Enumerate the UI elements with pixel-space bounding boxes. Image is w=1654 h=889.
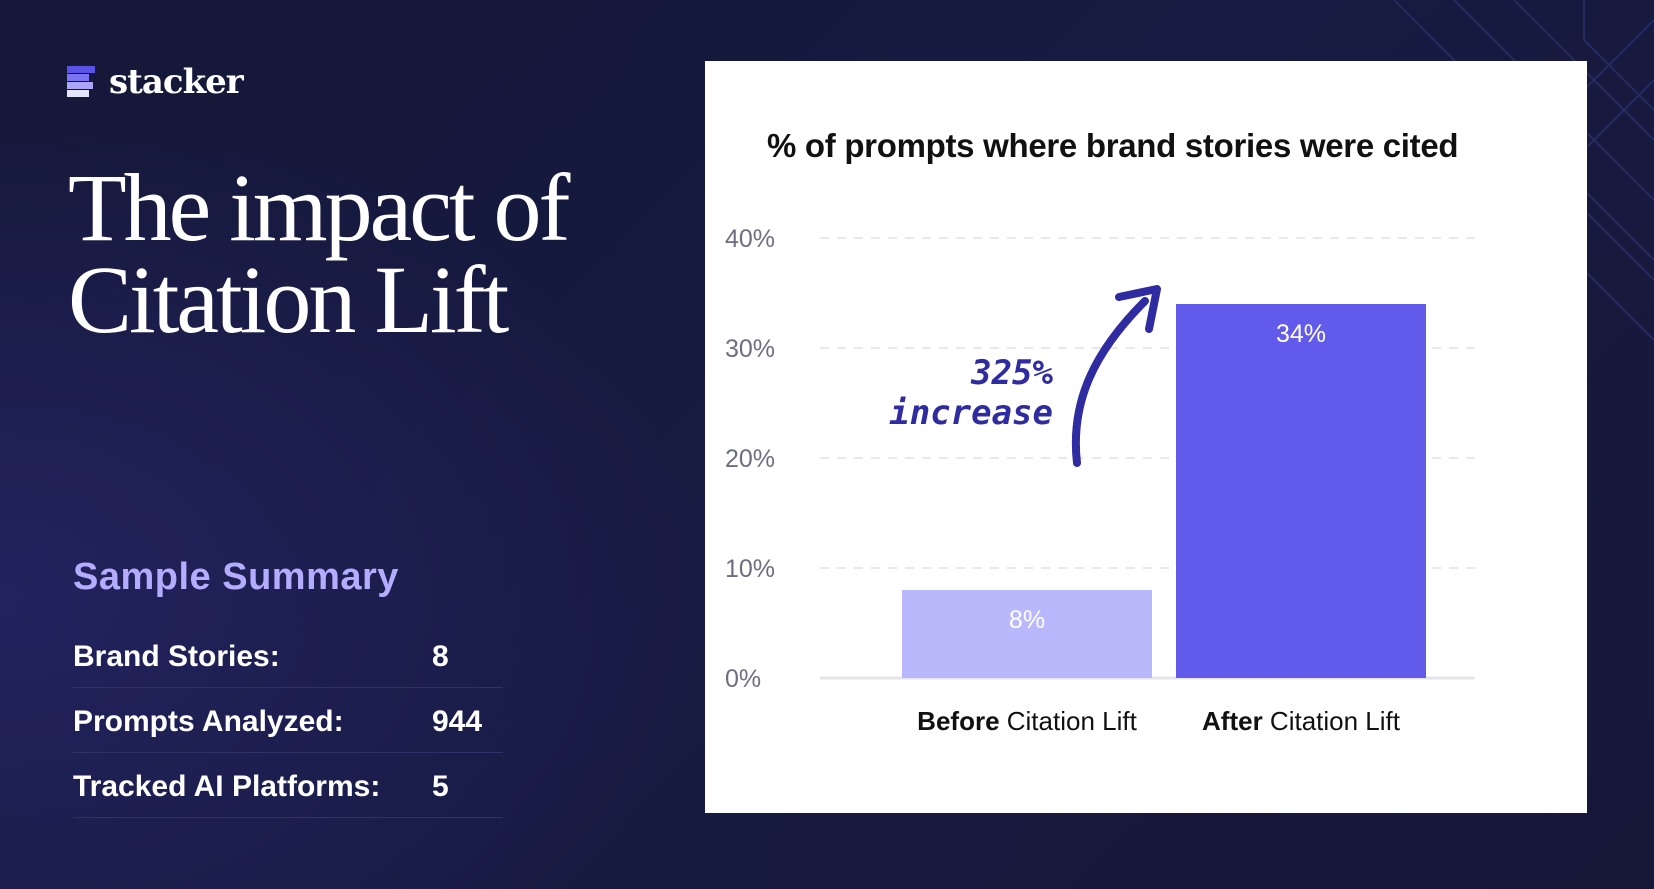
category-label: Before Citation Lift: [917, 706, 1137, 736]
headline-line-2: Citation Lift: [68, 246, 509, 353]
summary-value: 944: [432, 705, 483, 738]
bar-after: [1176, 304, 1426, 678]
summary-value: 8: [432, 640, 449, 673]
summary-label: Prompts Analyzed:: [73, 705, 344, 738]
y-tick-label: 40%: [725, 225, 775, 253]
y-tick-label: 10%: [725, 555, 775, 583]
summary-table: Brand Stories: 8 Prompts Analyzed: 944 Tra…: [73, 623, 503, 818]
summary-label: Tracked AI Platforms:: [73, 770, 381, 803]
annotation-text: increase: [889, 393, 1053, 433]
headline: The impact of Citation Lift: [68, 154, 570, 353]
headline-line-1: The impact of: [68, 154, 570, 261]
y-tick-label: 20%: [725, 445, 775, 473]
summary-row: Tracked AI Platforms: 5: [73, 753, 503, 818]
data-label: 8%: [1009, 606, 1045, 634]
y-tick-label: 30%: [725, 335, 775, 363]
summary-value: 5: [432, 770, 449, 803]
bar-before: [902, 590, 1152, 678]
stacker-logo-icon: [67, 66, 97, 98]
bar-chart: 0% 10% 20% 30% 40% 8% Before Citation Lift 34% A…: [725, 225, 1475, 736]
chart-card: % of prompts where brand stories were ci…: [705, 61, 1587, 813]
summary-row: Prompts Analyzed: 944: [73, 688, 503, 753]
brand-name: stacker: [109, 62, 244, 102]
y-tick-label: 0%: [725, 665, 761, 693]
arrow-head-icon: [1115, 285, 1161, 333]
category-label: After Citation Lift: [1202, 706, 1401, 736]
annotation-percent: 325%: [970, 353, 1053, 393]
summary-row: Brand Stories: 8: [73, 623, 503, 688]
arrow-icon: [1071, 297, 1149, 467]
data-label: 34%: [1276, 320, 1326, 348]
stacker-logo: stacker: [67, 62, 244, 102]
chart-title: % of prompts where brand stories were ci…: [767, 127, 1459, 164]
summary-title: Sample Summary: [73, 556, 399, 598]
summary-label: Brand Stories:: [73, 640, 280, 673]
